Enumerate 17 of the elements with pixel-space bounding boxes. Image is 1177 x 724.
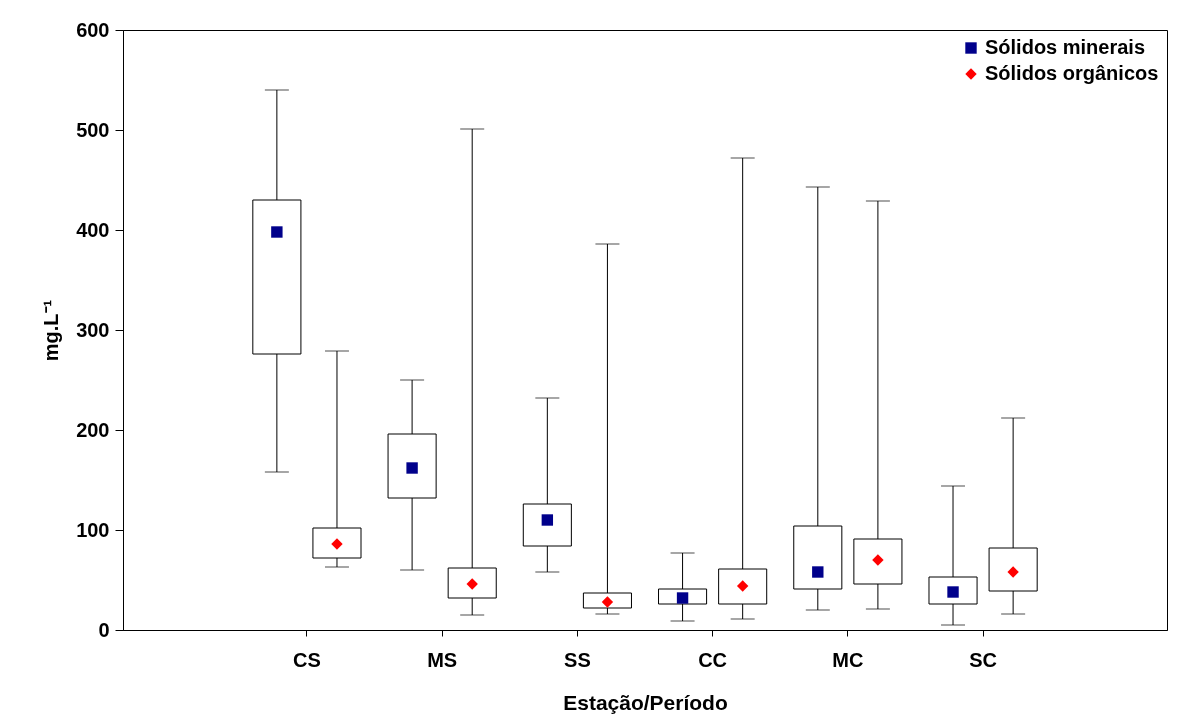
x-axis-title: Estação/Período	[563, 690, 728, 714]
x-tick-label: MC	[832, 648, 864, 671]
y-tick-label: 200	[76, 418, 110, 441]
legend-label: Sólidos orgânicos	[985, 62, 1159, 84]
y-tick-label: 400	[76, 218, 110, 241]
x-tick-label: CS	[293, 648, 321, 671]
y-tick-label: 600	[76, 18, 110, 41]
y-tick-label: 100	[76, 518, 110, 541]
x-tick-label: MS	[427, 648, 458, 671]
y-tick-label: 0	[98, 618, 110, 641]
y-axis-title: mg.L⁻¹	[40, 299, 63, 362]
x-tick-label: SC	[969, 648, 997, 671]
legend-label: Sólidos minerais	[985, 36, 1146, 58]
x-tick-label: CC	[698, 648, 728, 671]
y-tick-label: 500	[76, 118, 110, 141]
x-tick-label: SS	[564, 648, 591, 671]
y-tick-label: 300	[76, 318, 110, 341]
